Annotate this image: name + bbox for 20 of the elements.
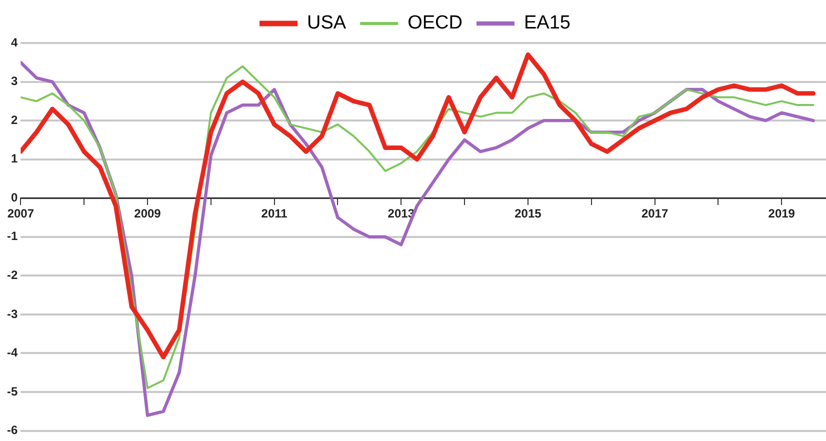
y-tick-label: 0 (10, 190, 18, 204)
x-tick-label: 2011 (261, 206, 288, 221)
x-tick-label: 2015 (514, 206, 542, 221)
y-tick-label: -2 (7, 268, 18, 282)
y-tick-label: -1 (7, 229, 18, 244)
y-tick-label: -6 (7, 423, 18, 438)
x-tick-label: 2009 (134, 206, 162, 221)
y-tick-label: 2 (10, 112, 18, 127)
legend-label: OECD (408, 12, 463, 34)
y-tick-label: 4 (10, 35, 18, 50)
legend-label: EA15 (524, 12, 570, 34)
x-tick-label: 2007 (7, 206, 34, 221)
y-tick-label: -3 (7, 306, 18, 321)
x-tick-label: 2017 (641, 206, 668, 221)
y-tick-label: -4 (7, 346, 18, 360)
legend-label: USA (307, 12, 346, 34)
y-tick-label: -5 (7, 384, 18, 398)
y-tick-label: 1 (10, 152, 18, 166)
y-tick-label: 3 (10, 74, 18, 88)
x-tick-label: 2019 (768, 206, 796, 221)
